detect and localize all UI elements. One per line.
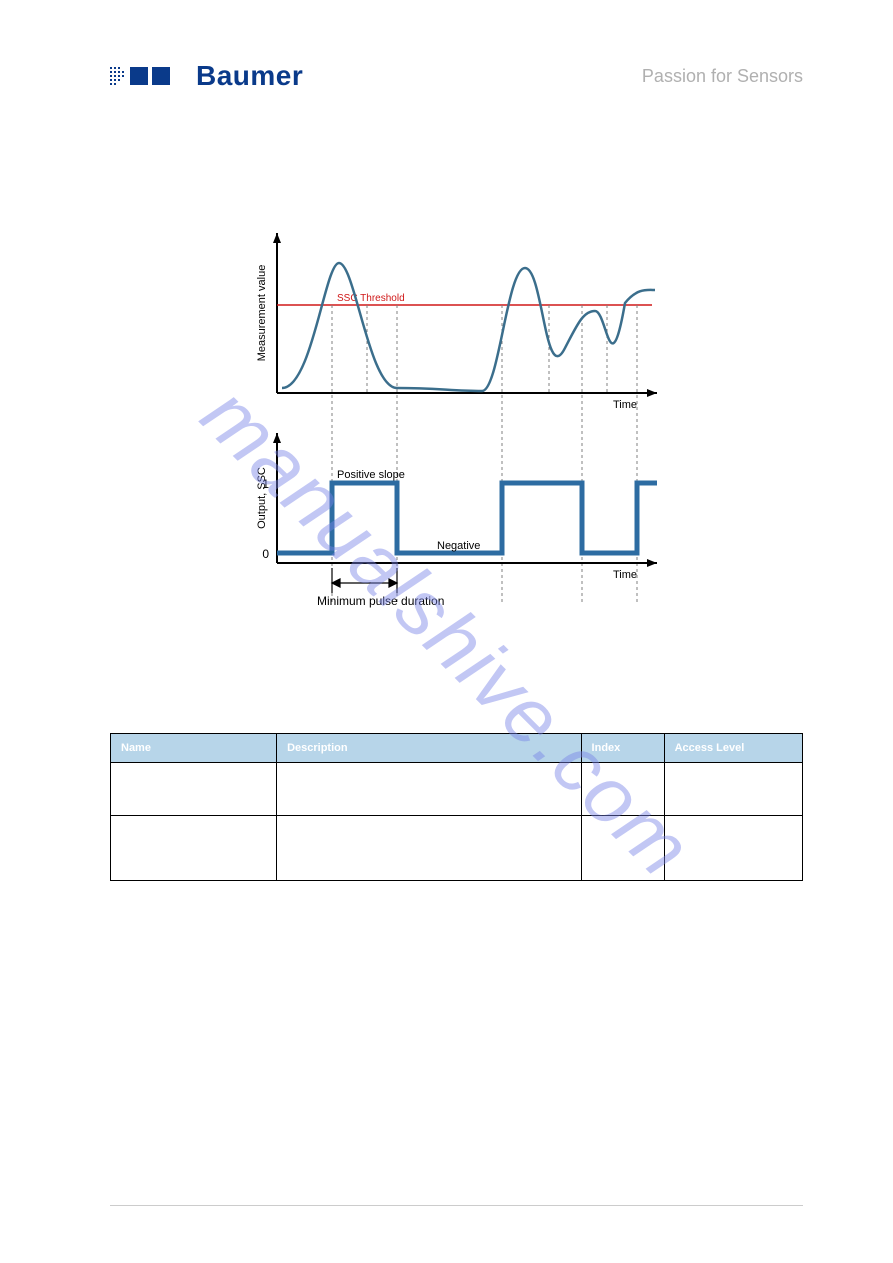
- cell-desc: Sets the delay time for the response del…: [277, 816, 581, 881]
- section-body: The Timing Filter enables manipulation o…: [110, 175, 803, 203]
- brand-name: Baumer: [196, 60, 303, 92]
- svg-text:Time: Time: [612, 399, 636, 411]
- cell-name: SSCx Configuration Response Delay Time: [111, 816, 277, 881]
- svg-text:Measurement value: Measurement value: [256, 265, 268, 362]
- section-heading-text: Signal Channel Timing Filter – pulse: [150, 152, 374, 167]
- svg-text:Positive slope: Positive slope: [337, 469, 405, 481]
- table-row: SSCx Configuration Response Delay ModeEn…: [111, 763, 803, 816]
- section-heading: 3.5.4 Signal Channel Timing Filter – pul…: [110, 152, 803, 167]
- svg-text:1: 1: [262, 477, 269, 491]
- svg-text:0: 0: [262, 547, 269, 561]
- svg-text:Negative: Negative: [437, 540, 480, 552]
- col-desc: Description: [277, 734, 581, 763]
- cell-index: 0x00BD sub4: [581, 763, 664, 816]
- svg-text:Minimum pulse duration: Minimum pulse duration: [317, 594, 444, 608]
- io-table: Name Description Index Access Level SSCx…: [110, 733, 803, 881]
- page-header: Baumer Passion for Sensors: [110, 60, 803, 92]
- figure: Measurement value Time SSC Threshold: [110, 223, 803, 643]
- cell-index: 0x00BD sub3: [581, 816, 664, 881]
- footer-right: Page 15 / 25: [746, 1212, 803, 1223]
- timing-figure-svg: Measurement value Time SSC Threshold: [247, 223, 667, 643]
- logo-mark-icon: [110, 61, 182, 91]
- brand-tagline: Passion for Sensors: [642, 66, 803, 87]
- brand-logo: Baumer: [110, 60, 303, 92]
- footer-left: IO-Link Integration – CombiLyz AFI4/AFI5: [110, 1212, 295, 1223]
- table-row: SSCx Configuration Response Delay TimeSe…: [111, 816, 803, 881]
- col-access: Access Level: [664, 734, 802, 763]
- cell-desc: Enables or disables the response delay0:…: [277, 763, 581, 816]
- bottom-chart: Output, SSC Time 0 1 Positive slope Nega…: [256, 433, 657, 608]
- page-footer: IO-Link Integration – CombiLyz AFI4/AFI5…: [110, 1205, 803, 1223]
- svg-text:Time: Time: [612, 569, 636, 581]
- col-name: Name: [111, 734, 277, 763]
- table-title: IO-Link Access: Switching Signal Channel…: [110, 715, 803, 729]
- cell-name: SSCx Configuration Response Delay Mode: [111, 763, 277, 816]
- cell-access: Specialist: [664, 763, 802, 816]
- section-number: 3.5.4: [110, 152, 139, 167]
- figure-caption: Figure 7: SSC Behavior without timing fi…: [110, 663, 803, 675]
- col-index: Index: [581, 734, 664, 763]
- cell-access: Specialist: [664, 816, 802, 881]
- table-header-row: Name Description Index Access Level: [111, 734, 803, 763]
- svg-text:SSC Threshold: SSC Threshold: [337, 293, 405, 304]
